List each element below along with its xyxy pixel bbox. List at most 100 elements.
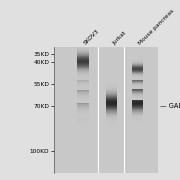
Bar <box>77 71 89 72</box>
Bar <box>77 78 89 79</box>
Bar <box>77 98 89 99</box>
Bar <box>132 90 143 91</box>
Bar <box>77 72 89 73</box>
Bar <box>132 112 143 113</box>
Bar <box>77 73 89 74</box>
Bar <box>77 106 89 107</box>
Bar <box>77 111 89 112</box>
Bar <box>132 75 143 76</box>
Bar <box>77 88 89 89</box>
Bar <box>77 54 89 55</box>
Bar <box>77 91 89 92</box>
Bar <box>77 114 89 115</box>
Bar <box>132 82 143 83</box>
Bar <box>77 97 89 98</box>
Bar <box>77 95 89 96</box>
Bar <box>132 75 143 76</box>
Bar <box>77 58 89 59</box>
Bar <box>132 98 143 99</box>
Bar <box>132 85 143 86</box>
Bar <box>77 112 89 113</box>
Bar <box>77 65 89 66</box>
Bar <box>77 71 89 72</box>
Bar <box>132 86 143 87</box>
Bar <box>132 61 143 62</box>
Bar <box>132 95 143 96</box>
Bar <box>106 116 117 117</box>
Bar <box>106 97 117 98</box>
Bar <box>106 91 117 92</box>
Bar <box>132 78 143 79</box>
Bar <box>77 103 89 104</box>
Bar <box>132 105 143 106</box>
Bar <box>77 77 89 78</box>
Bar <box>132 101 143 102</box>
Bar <box>132 87 143 88</box>
Bar <box>132 74 143 75</box>
Bar <box>106 117 117 118</box>
Bar <box>132 77 143 78</box>
Bar <box>77 103 89 104</box>
Bar <box>106 97 117 98</box>
Bar <box>132 110 143 111</box>
Bar <box>132 59 143 60</box>
Bar <box>132 68 143 69</box>
Bar <box>132 63 143 64</box>
Bar <box>106 87 117 88</box>
Bar <box>77 63 89 64</box>
Bar <box>77 89 89 90</box>
Bar <box>77 75 89 76</box>
Bar <box>77 72 89 73</box>
Bar <box>132 94 143 95</box>
Bar <box>77 75 89 76</box>
Bar <box>77 72 89 73</box>
Bar <box>132 74 143 75</box>
Bar <box>77 86 89 87</box>
Bar <box>77 117 89 118</box>
Bar <box>132 104 143 105</box>
Bar <box>77 112 89 113</box>
Bar <box>106 100 117 101</box>
Bar <box>77 75 89 76</box>
Bar <box>77 93 89 94</box>
Bar <box>77 97 89 98</box>
Bar <box>77 115 89 116</box>
Bar <box>77 52 89 53</box>
Bar <box>106 96 117 97</box>
Bar <box>77 65 89 66</box>
Bar <box>132 82 143 83</box>
Bar <box>77 66 89 67</box>
Bar <box>132 81 143 82</box>
Bar <box>77 120 89 121</box>
Bar <box>132 111 143 112</box>
Bar <box>106 94 117 95</box>
Bar <box>132 84 143 85</box>
Bar <box>77 108 89 109</box>
Bar <box>132 67 143 68</box>
Bar <box>132 100 143 101</box>
Bar <box>132 84 143 85</box>
Bar <box>77 58 89 59</box>
Bar <box>77 96 89 97</box>
Bar <box>106 110 117 111</box>
Bar <box>77 66 89 67</box>
Bar <box>77 70 89 71</box>
Bar <box>106 100 117 101</box>
Bar <box>77 123 89 124</box>
Bar <box>77 78 89 79</box>
Bar <box>132 87 143 88</box>
Bar <box>77 76 89 77</box>
Bar <box>77 69 89 70</box>
Bar <box>77 65 89 66</box>
Bar <box>132 81 143 82</box>
Bar <box>77 109 89 110</box>
Bar <box>77 70 89 71</box>
Bar <box>132 69 143 70</box>
Bar <box>77 77 89 78</box>
Bar <box>77 88 89 89</box>
Bar <box>132 88 143 89</box>
Text: Mouse pancreas: Mouse pancreas <box>138 8 175 46</box>
Bar <box>77 51 89 52</box>
Bar <box>77 81 89 82</box>
Bar <box>77 100 89 101</box>
